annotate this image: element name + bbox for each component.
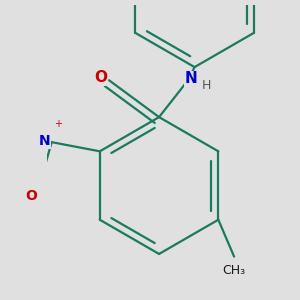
Text: N: N (39, 134, 50, 148)
Text: CH₃: CH₃ (223, 265, 246, 278)
Text: +: + (54, 119, 62, 129)
Text: O: O (94, 70, 107, 85)
Text: N: N (185, 71, 198, 86)
Text: O: O (26, 189, 37, 203)
Text: H: H (202, 79, 211, 92)
